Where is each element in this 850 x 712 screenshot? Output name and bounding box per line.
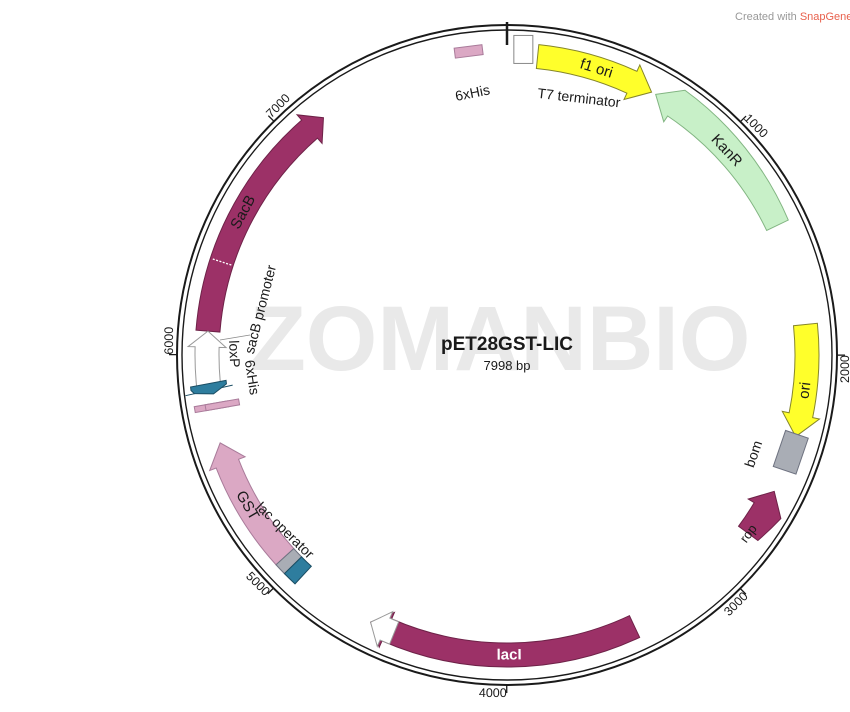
svg-text:5000: 5000 xyxy=(243,569,273,599)
svg-text:pET28GST-LIC: pET28GST-LIC xyxy=(441,334,573,355)
svg-text:T7 terminator: T7 terminator xyxy=(537,85,622,111)
svg-text:6000: 6000 xyxy=(162,327,176,355)
svg-text:ori: ori xyxy=(795,381,814,400)
svg-text:lacI: lacI xyxy=(497,646,522,663)
svg-text:bom: bom xyxy=(741,438,765,469)
svg-text:6xHis: 6xHis xyxy=(454,81,491,104)
svg-text:loxP: loxP xyxy=(226,340,243,368)
svg-text:3000: 3000 xyxy=(721,589,751,619)
svg-text:Created with SnapGene®: Created with SnapGene® xyxy=(735,10,850,23)
svg-text:4000: 4000 xyxy=(479,686,507,700)
svg-text:2000: 2000 xyxy=(838,355,850,383)
svg-text:7998 bp: 7998 bp xyxy=(484,358,531,373)
